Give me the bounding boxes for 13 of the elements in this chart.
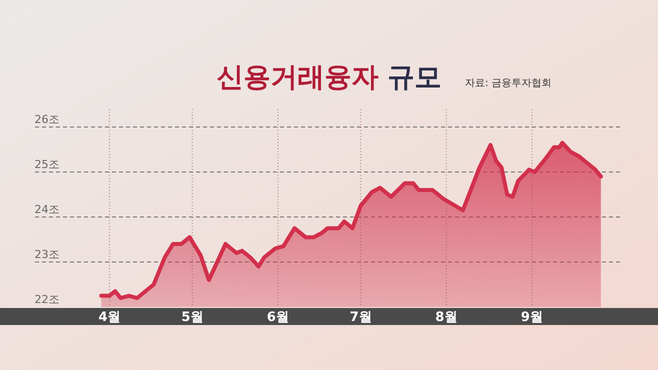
y-tick-label: 25조 xyxy=(34,158,60,171)
y-tick-label: 23조 xyxy=(34,248,60,261)
title: 신용거래융자 규모 xyxy=(216,62,442,93)
x-tick-label: 9월 xyxy=(520,310,543,325)
y-tick-label: 22조 xyxy=(34,293,60,306)
x-tick-label: 5월 xyxy=(181,310,204,325)
x-tick-label: 7월 xyxy=(350,310,372,325)
y-tick-label: 24조 xyxy=(34,203,60,216)
annotation: 자료: 금융투자협회 xyxy=(465,78,552,89)
x-tick-label: 6월 xyxy=(266,310,289,325)
y-tick-label: 26조 xyxy=(34,113,60,126)
x-tick-label: 4월 xyxy=(98,310,121,325)
x-tick-label: 8월 xyxy=(435,310,458,325)
